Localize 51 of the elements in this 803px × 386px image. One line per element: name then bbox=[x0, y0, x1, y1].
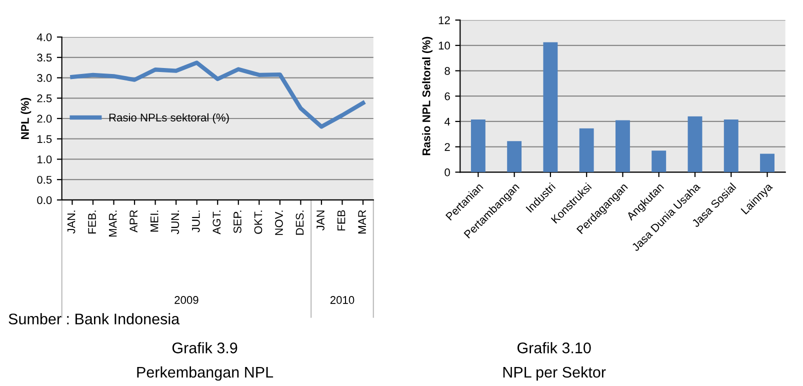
x-tick-label: NOV. bbox=[275, 210, 283, 235]
x-tick-label: MEI. bbox=[150, 210, 158, 232]
x-tick-label: FEB bbox=[337, 210, 346, 230]
x-tick-label: OKT. bbox=[254, 210, 262, 234]
bar bbox=[543, 42, 558, 172]
y-tick-label: 2.0 bbox=[37, 114, 52, 123]
text: 2009 bbox=[174, 296, 198, 304]
y-axis-title: Rasio NPL Seltoral (%) bbox=[422, 36, 432, 156]
bar bbox=[507, 141, 522, 172]
text: Perkembangan NPL bbox=[137, 366, 274, 381]
text: Grafik 3.9 bbox=[172, 342, 238, 354]
x-tick-label: FEB. bbox=[88, 210, 96, 234]
x-tick-label: SEP. bbox=[234, 210, 242, 234]
bar bbox=[652, 150, 666, 172]
x-tick-label: DES. bbox=[296, 210, 304, 235]
bar bbox=[579, 128, 594, 172]
text: Sumber : Bank Indonesia bbox=[8, 313, 180, 324]
x-tick-label: JUL. bbox=[192, 210, 200, 232]
y-axis-title: NPL (%) bbox=[20, 98, 32, 139]
legend-label: Rasio NPLs sektoral (%) bbox=[109, 113, 229, 124]
x-tick-label: JAN. bbox=[67, 210, 76, 234]
x-tick-label: AGT. bbox=[212, 210, 221, 234]
y-tick-label: 12 bbox=[438, 16, 450, 24]
bar bbox=[760, 154, 774, 172]
y-tick-label: 2.5 bbox=[37, 94, 52, 102]
y-tick-label: 0 bbox=[444, 168, 450, 176]
y-tick-label: 4 bbox=[444, 118, 450, 126]
bar bbox=[616, 120, 630, 172]
y-tick-label: 6 bbox=[444, 92, 450, 100]
y-tick-label: 10 bbox=[438, 42, 450, 50]
bar bbox=[724, 120, 738, 172]
y-tick-label: 3.0 bbox=[37, 74, 52, 82]
bar bbox=[470, 120, 486, 172]
y-tick-label: 0.5 bbox=[37, 176, 52, 184]
y-tick-label: 0.0 bbox=[37, 196, 52, 204]
text: Grafik 3.10 bbox=[517, 342, 591, 354]
x-tick-label: MAR bbox=[358, 210, 366, 234]
y-tick-label: 2 bbox=[444, 143, 450, 151]
y-tick-label: 8 bbox=[444, 67, 450, 75]
x-tick-label: JAN bbox=[316, 210, 324, 230]
bar bbox=[688, 116, 702, 172]
y-tick-label: 4.0 bbox=[36, 33, 52, 42]
x-tick-label: MAR. bbox=[108, 210, 117, 237]
text: 2010 bbox=[330, 296, 354, 304]
y-tick-label: 3.5 bbox=[37, 54, 52, 62]
line-series bbox=[70, 60, 366, 129]
text: NPL per Sektor bbox=[503, 366, 606, 381]
y-tick-label: 1.0 bbox=[38, 155, 52, 164]
x-tick-label: APR bbox=[130, 210, 138, 232]
x-tick-label: JUN. bbox=[171, 210, 180, 234]
y-tick-label: 1.5 bbox=[38, 135, 52, 143]
